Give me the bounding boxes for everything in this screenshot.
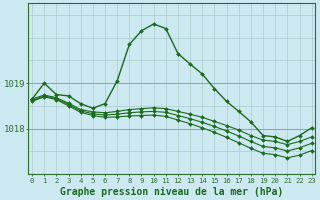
X-axis label: Graphe pression niveau de la mer (hPa): Graphe pression niveau de la mer (hPa): [60, 186, 284, 197]
